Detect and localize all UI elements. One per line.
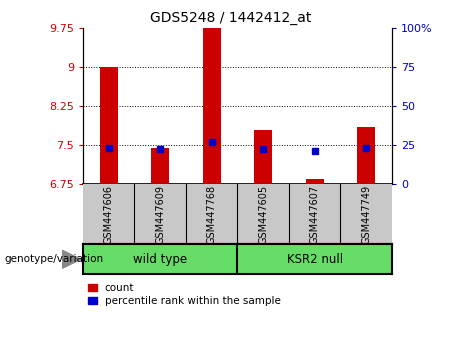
Legend: count, percentile rank within the sample: count, percentile rank within the sample <box>88 283 281 306</box>
Text: GSM447606: GSM447606 <box>104 185 114 244</box>
Text: GDS5248 / 1442412_at: GDS5248 / 1442412_at <box>150 11 311 25</box>
Bar <box>203 28 221 184</box>
Text: wild type: wild type <box>133 253 187 266</box>
Bar <box>151 148 169 184</box>
Bar <box>306 179 324 184</box>
Text: genotype/variation: genotype/variation <box>5 254 104 264</box>
Text: GSM447749: GSM447749 <box>361 185 371 244</box>
Polygon shape <box>62 250 81 268</box>
Text: GSM447607: GSM447607 <box>310 185 319 244</box>
Text: GSM447609: GSM447609 <box>155 185 165 244</box>
Text: GSM447768: GSM447768 <box>207 185 217 244</box>
Bar <box>357 127 375 184</box>
Bar <box>254 130 272 184</box>
Text: KSR2 null: KSR2 null <box>287 253 343 266</box>
Bar <box>100 67 118 184</box>
Text: GSM447605: GSM447605 <box>258 185 268 244</box>
